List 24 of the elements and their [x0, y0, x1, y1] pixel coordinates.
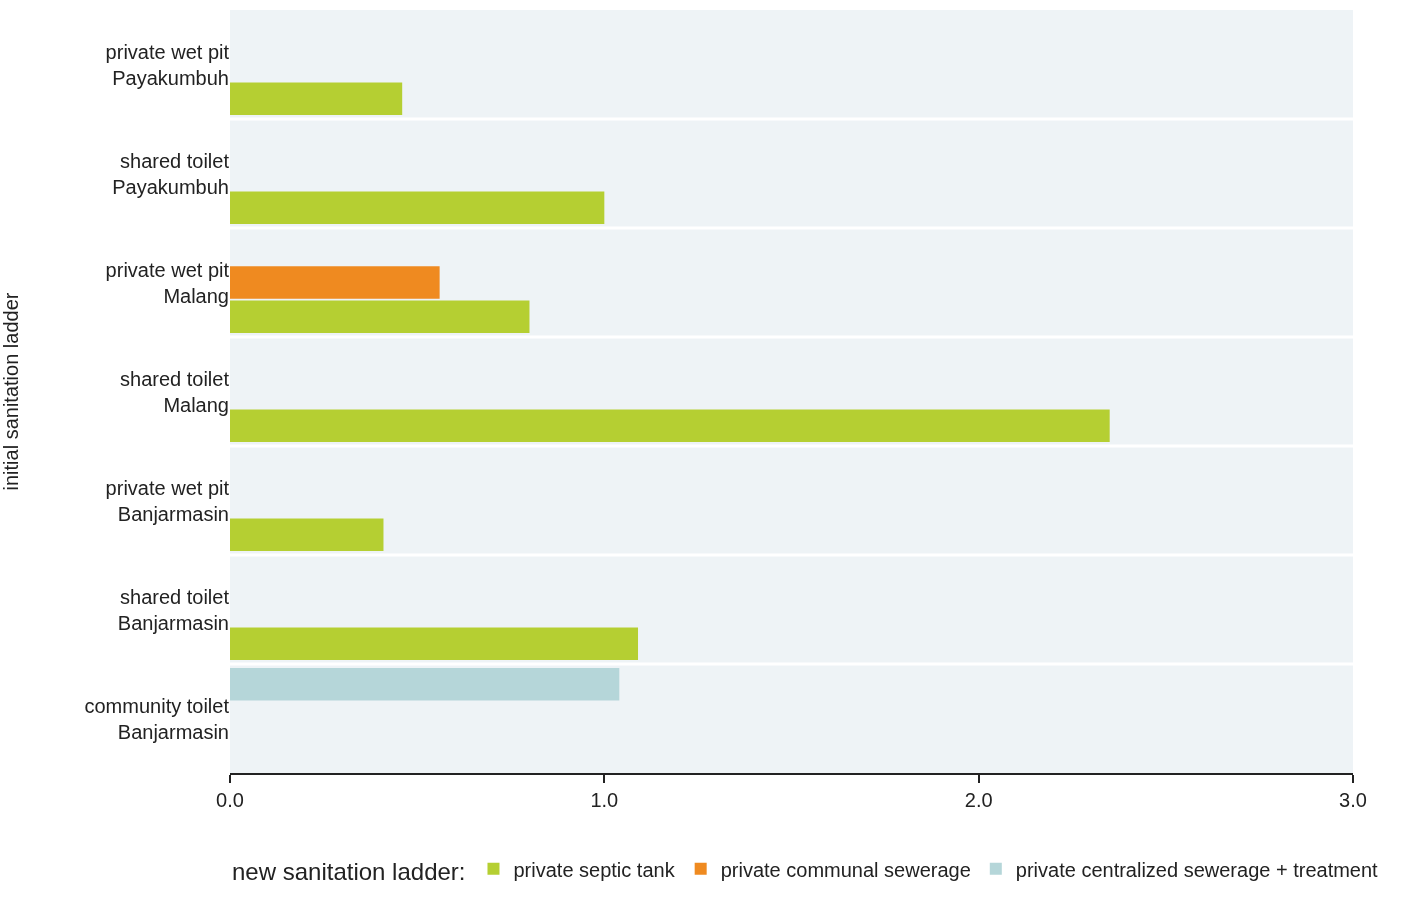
y-tick-label: private wet pit Payakumbuh: [105, 40, 230, 89]
bar: [230, 627, 639, 660]
bar: [230, 409, 1110, 442]
bar: [230, 266, 440, 299]
y-tick-label: shared toilet Payakumbuh: [112, 149, 230, 198]
bar: [230, 668, 620, 701]
y-tick-label: community toilet Banjarmasin: [84, 694, 230, 743]
legend-title: new sanitation ladder:: [232, 858, 466, 886]
bar: [230, 191, 605, 224]
x-tick-label: 2.0: [964, 789, 993, 811]
bar: [230, 518, 384, 551]
legend-label: private communal sewerage: [720, 858, 971, 881]
y-tick-label: shared toilet Malang: [120, 367, 230, 416]
x-tick-label: 1.0: [590, 789, 619, 811]
y-tick-label: private wet pit Malang: [105, 258, 230, 307]
legend-label: private septic tank: [513, 858, 676, 881]
x-tick-label: 0.0: [216, 789, 244, 811]
y-tick-label: shared toilet Banjarmasin: [117, 585, 230, 634]
bar: [230, 82, 403, 115]
x-tick-label: 3.0: [1339, 789, 1367, 811]
y-tick-label: private wet pit Banjarmasin: [105, 476, 230, 525]
bar: [230, 300, 530, 333]
y-axis-title: initial sanitation ladder: [0, 292, 22, 491]
legend-label: private centralized sewerage + treatment: [1015, 858, 1379, 881]
